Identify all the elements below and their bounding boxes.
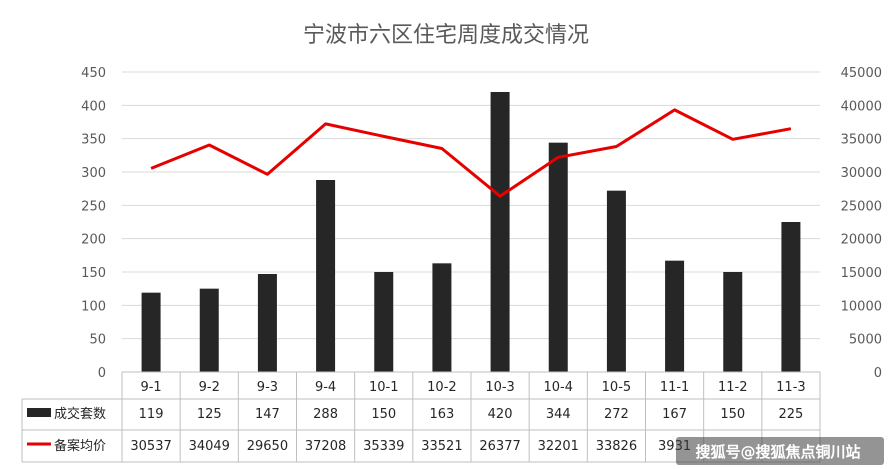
left-tick-label: 150 [81,266,106,281]
left-tick-label: 250 [81,199,106,214]
chart-title: 宁波市六区住宅周度成交情况 [303,23,589,48]
bar [606,190,626,372]
line-series [150,108,792,198]
category-label: 10-5 [602,380,632,395]
left-tick-label: 450 [81,66,106,81]
table-cell: 147 [255,407,280,422]
right-tick-label: 15000 [841,266,882,281]
category-label: 9-4 [315,380,336,395]
right-tick-label: 0 [874,366,882,381]
bar [316,180,336,372]
watermark: 搜狐号@搜狐焦点铜川站 [695,443,860,461]
bar [723,272,743,372]
right-tick-label: 45000 [841,66,882,81]
bar [548,142,568,372]
category-label: 10-4 [543,380,573,395]
left-tick-label: 350 [81,133,106,148]
table-cell: 30537 [130,439,171,454]
bar [199,288,219,372]
right-axis: 0 5000 10000 15000 20000 25000 30000 35000 40000… [841,66,882,381]
right-tick-label: 20000 [841,233,882,248]
bar [257,274,277,372]
bar [490,92,510,372]
line-path [150,108,792,198]
category-label: 9-2 [199,380,220,395]
right-tick-label: 5000 [849,333,882,348]
watermark-backdrop [676,437,884,465]
left-tick-label: 200 [81,233,106,248]
table-cell: 29650 [247,439,288,454]
left-tick-label: 400 [81,99,106,114]
category-label: 11-2 [718,380,748,395]
bar [432,263,452,372]
right-tick-label: 30000 [841,166,882,181]
table-cell: 225 [779,407,804,422]
category-label: 11-3 [776,380,806,395]
bar [141,292,161,372]
table-cell: 420 [488,407,513,422]
left-tick-label: 50 [89,333,106,348]
category-label: 10-2 [427,380,457,395]
table-cell: 125 [197,407,222,422]
table-cell: 344 [546,407,571,422]
table-cell: 119 [139,407,164,422]
legend-swatch-bar [27,408,51,417]
table-cell: 35339 [363,439,404,454]
table-cell: 150 [371,407,396,422]
table-cell: 26377 [479,439,520,454]
table-cell: 32201 [538,439,579,454]
category-label: 10-3 [485,380,515,395]
table-cell: 37208 [305,439,346,454]
table-cell: 167 [662,407,687,422]
grid [122,71,820,373]
left-tick-label: 0 [98,366,106,381]
table-cell: 33826 [596,439,637,454]
category-label: 9-3 [257,380,278,395]
left-tick-label: 300 [81,166,106,181]
right-tick-label: 25000 [841,199,882,214]
legend-label: 成交套数 [54,406,106,422]
table-cell: 34049 [189,439,230,454]
right-tick-label: 35000 [841,133,882,148]
legend-label: 备案均价 [54,438,106,454]
category-label: 10-1 [369,380,399,395]
left-axis: 0 50 100 150 200 250 300 350 400 450 [81,66,106,381]
right-tick-label: 40000 [841,99,882,114]
right-tick-label: 10000 [841,299,882,314]
bar [781,222,801,372]
table-cell: 288 [313,407,338,422]
table-cell: 163 [430,407,455,422]
bar-series [141,92,801,372]
table-cell: 272 [604,407,629,422]
left-tick-label: 100 [81,299,106,314]
bar [374,272,394,372]
category-label: 9-1 [140,380,161,395]
table-cell: 150 [720,407,745,422]
table-cell: 33521 [421,439,462,454]
category-label: 11-1 [660,380,690,395]
bar [665,260,685,372]
